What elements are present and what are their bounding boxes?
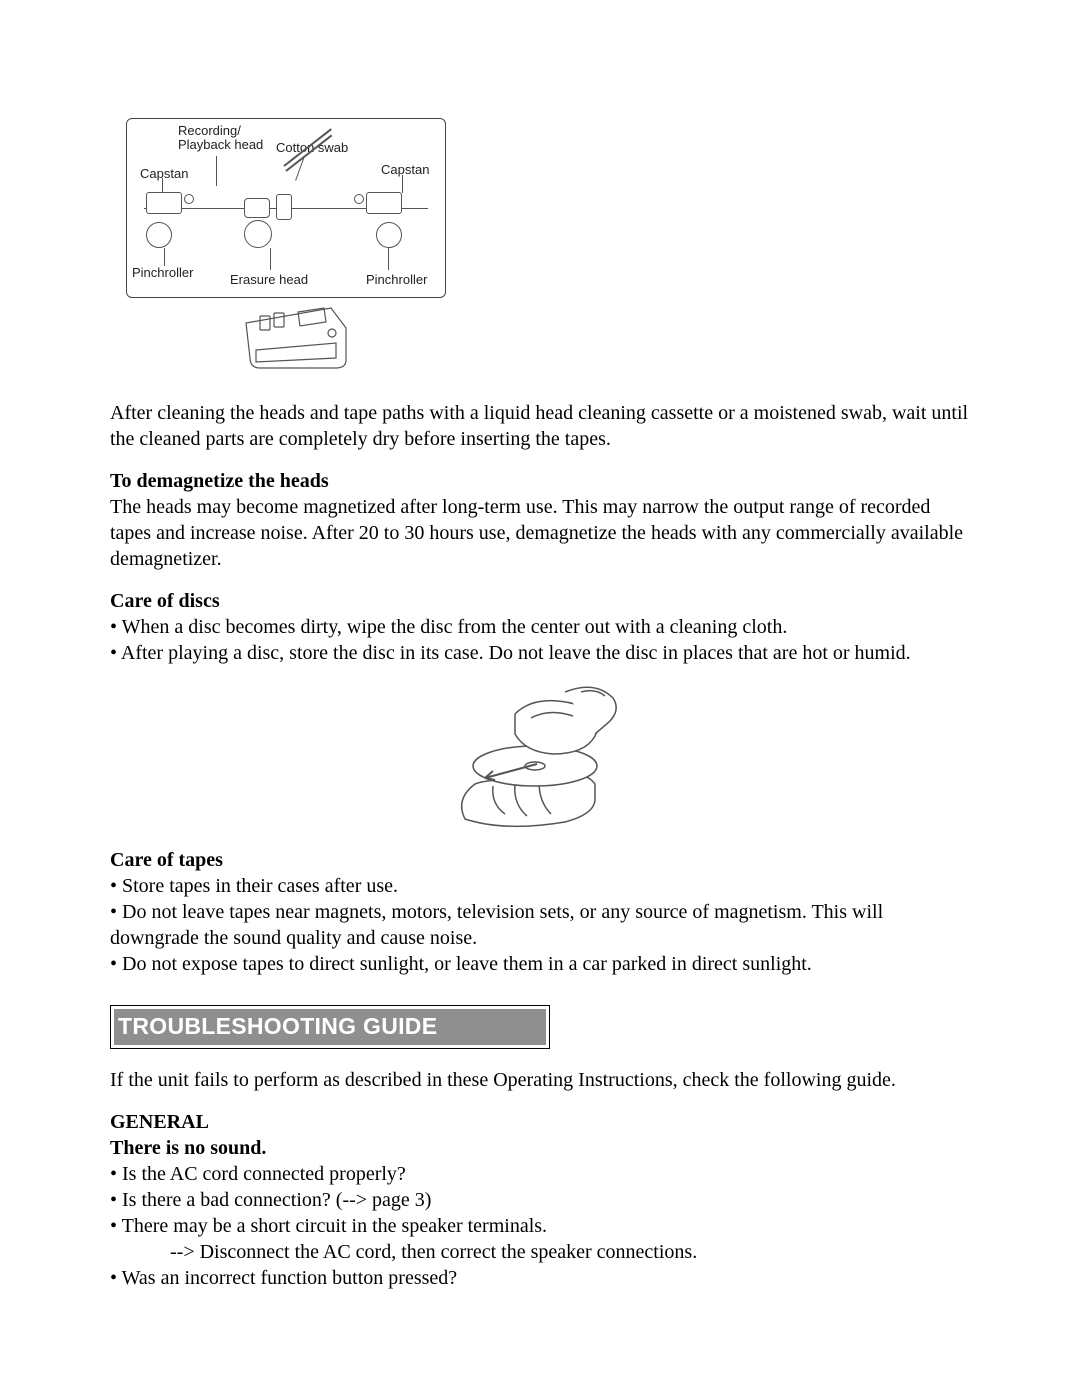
- diagram-line: [270, 248, 271, 270]
- diagram-shape: [376, 222, 402, 248]
- heading-demagnetize: To demagnetize the heads: [110, 468, 970, 494]
- diagram-line: [388, 248, 389, 270]
- diagram-shape: [354, 194, 364, 204]
- section-banner: TROUBLESHOOTING GUIDE: [110, 1005, 550, 1049]
- para-troubleshoot-intro: If the unit fails to perform as describe…: [110, 1067, 970, 1093]
- diagram-shape: [366, 192, 402, 214]
- cassette-diagram: Recording/ Playback head Cotton swab Cap…: [126, 110, 466, 380]
- list-item: • After playing a disc, store the disc i…: [110, 640, 970, 666]
- para-after-cleaning: After cleaning the heads and tape paths …: [110, 400, 970, 452]
- heading-care-tapes: Care of tapes: [110, 847, 970, 873]
- diagram-shape: [244, 198, 270, 218]
- diagram-line: [216, 156, 217, 186]
- label-pinchroller-right: Pinchroller: [366, 272, 427, 289]
- diagram-shape: [244, 220, 272, 248]
- heading-care-discs: Care of discs: [110, 588, 970, 614]
- label-pinchroller-left: Pinchroller: [132, 265, 193, 282]
- diagram-shape: [146, 222, 172, 248]
- list-item: • Store tapes in their cases after use.: [110, 873, 970, 899]
- heading-general: GENERAL: [110, 1109, 970, 1135]
- para-demagnetize: The heads may become magnetized after lo…: [110, 494, 970, 572]
- diagram-shape: [184, 194, 194, 204]
- diagram-line: [164, 248, 165, 266]
- list-item: • There may be a short circuit in the sp…: [110, 1213, 970, 1239]
- cassette-deck-icon: [236, 298, 356, 378]
- section-title: TROUBLESHOOTING GUIDE: [114, 1009, 546, 1045]
- label-capstan-left: Capstan: [140, 166, 188, 183]
- list-item: • Is there a bad connection? (--> page 3…: [110, 1187, 970, 1213]
- list-item: • Do not expose tapes to direct sunlight…: [110, 951, 970, 977]
- list-item: • When a disc becomes dirty, wipe the di…: [110, 614, 970, 640]
- diagram-line: [402, 175, 403, 193]
- label-capstan-right: Capstan: [381, 162, 429, 179]
- diagram-shape: [146, 192, 182, 214]
- heading-no-sound: There is no sound.: [110, 1135, 970, 1161]
- label-erasure-head: Erasure head: [230, 272, 308, 289]
- list-item: • Was an incorrect function button press…: [110, 1265, 970, 1291]
- diagram-shape: [276, 194, 292, 220]
- list-item: • Is the AC cord connected properly?: [110, 1161, 970, 1187]
- list-item-indent: --> Disconnect the AC cord, then correct…: [110, 1239, 970, 1265]
- document-page: Recording/ Playback head Cotton swab Cap…: [0, 0, 1080, 1291]
- label-recording-playback-head: Recording/ Playback head: [178, 124, 263, 153]
- disc-wipe-illustration: [445, 674, 635, 829]
- list-item: • Do not leave tapes near magnets, motor…: [110, 899, 970, 951]
